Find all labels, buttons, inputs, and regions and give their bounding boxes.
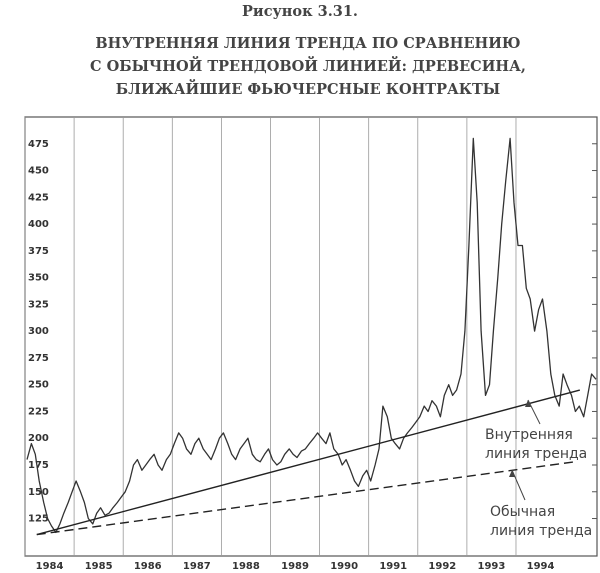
y-tick-label: 150 [28,487,49,498]
y-tick-label: 125 [28,514,49,525]
y-tick-label: 425 [28,192,49,203]
trend-line [36,461,575,536]
x-tick-label: 1984 [36,561,64,572]
y-tick-label: 275 [28,353,49,364]
x-tick-label: 1985 [85,561,113,572]
annotation: Внутренняя [485,427,573,443]
trend-line [36,389,580,536]
y-tick-label: 350 [28,273,49,284]
x-tick-label: 1990 [330,561,358,572]
price-line [26,137,597,534]
x-tick-label: 1993 [478,561,506,572]
plot-frame [24,116,598,557]
figure-label: Рисунок 3.31. [242,3,358,20]
annotation-arrow [511,469,526,501]
y-tick-label: 300 [28,326,49,337]
x-tick-label: 1994 [527,561,555,572]
x-tick-label: 1986 [134,561,162,572]
y-tick-label: 375 [28,246,49,257]
y-tick-label: 250 [28,380,49,391]
x-tick-label: 1987 [183,561,211,572]
x-tick-label: 1992 [428,561,456,572]
x-tick-label: 1991 [379,561,407,572]
arrow-head [525,400,531,407]
y-tick-label: 225 [28,406,49,417]
chart-title: С ОБЫЧНОЙ ТРЕНДОВОЙ ЛИНИЕЙ: ДРЕВЕСИНА, [90,56,526,75]
y-tick-label: 400 [28,219,49,230]
y-tick-label: 475 [28,139,49,150]
annotation-arrow [527,399,541,425]
x-tick-label: 1989 [281,561,309,572]
chart-title: БЛИЖАЙШИЕ ФЬЮЧЕРСНЫЕ КОНТРАКТЫ [116,79,500,98]
annotation: линия тренда [490,523,592,539]
y-tick-label: 175 [28,460,49,471]
annotation: Обычная [490,504,555,520]
x-tick-label: 1988 [232,561,260,572]
y-tick-label: 325 [28,299,49,310]
chart-title: ВНУТРЕННЯЯ ЛИНИЯ ТРЕНДА ПО СРАВНЕНИЮ [95,35,520,52]
y-tick-label: 450 [28,166,49,177]
annotation: линия тренда [485,446,587,462]
y-tick-label: 200 [28,433,49,444]
arrow-head [509,470,515,477]
